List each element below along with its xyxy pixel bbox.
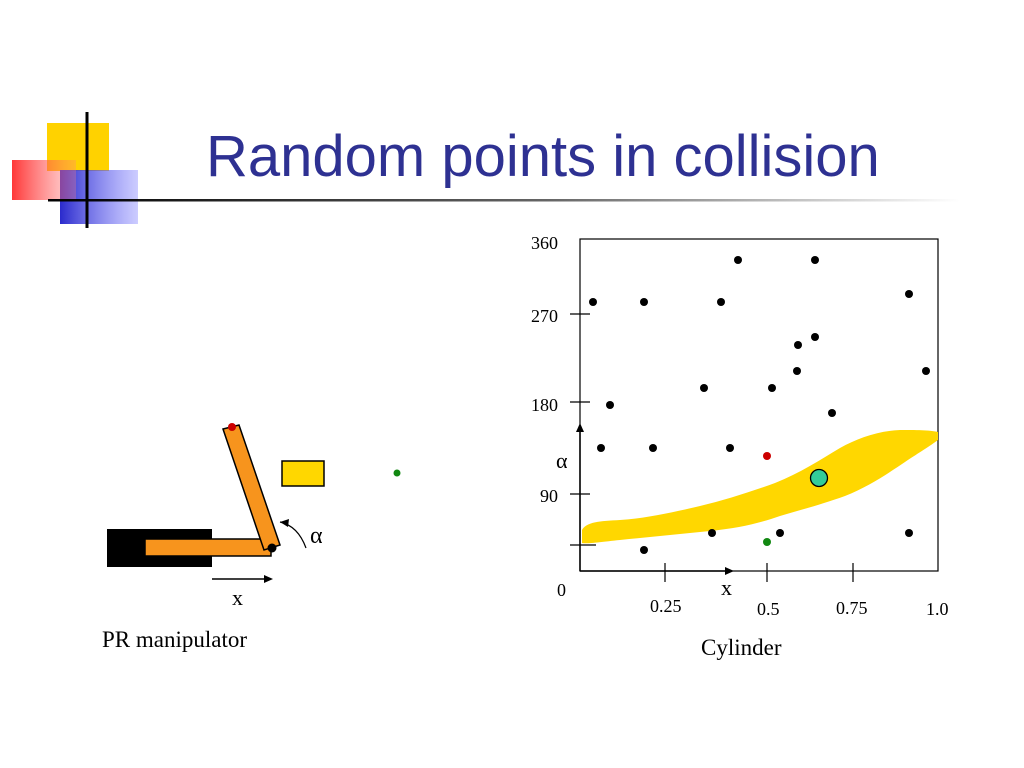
y-tick-label: 180: [531, 395, 558, 415]
sample-point: [905, 529, 913, 537]
end-effector-point: [228, 423, 236, 431]
sample-point: [717, 298, 725, 306]
y-tick-label: 360: [531, 233, 558, 253]
y-tick-marks: [570, 313, 596, 546]
manipulator-caption: PR manipulator: [102, 627, 247, 652]
highlighted-collision-point: [809, 468, 829, 488]
sample-point: [811, 333, 819, 341]
x-tick-label: 0.75: [836, 598, 868, 618]
sample-point: [640, 298, 648, 306]
cspace-obstacle-region: [582, 430, 938, 544]
workspace-obstacle: [281, 460, 325, 487]
sample-point: [768, 384, 776, 392]
x-axis-arrowhead: [725, 567, 734, 575]
free-sample-green: [763, 538, 771, 546]
x-label: x: [232, 585, 243, 610]
prismatic-link: [144, 538, 272, 557]
x-tick-label: 1.0: [926, 599, 949, 619]
sample-point: [734, 256, 742, 264]
sample-point: [606, 401, 614, 409]
angle-arrowhead: [280, 519, 289, 527]
sample-point: [597, 444, 605, 452]
sample-point: [828, 409, 836, 417]
sample-point: [922, 367, 930, 375]
x-tick-label: 0.5: [757, 599, 780, 619]
revolute-link: [222, 424, 281, 551]
x-arrowhead: [264, 575, 273, 583]
collision-sample-red: [763, 452, 771, 460]
decorative-logo: [12, 112, 138, 228]
x-tick-label: 0.25: [650, 596, 682, 616]
y-axis-arrowhead: [576, 423, 584, 432]
y-tick-label: 270: [531, 306, 558, 326]
sample-point: [649, 444, 657, 452]
sample-point: [708, 529, 716, 537]
origin-label: 0: [557, 580, 566, 600]
sample-point: [793, 367, 801, 375]
y-axis-label: α: [556, 448, 568, 473]
x-tick-marks: [664, 563, 854, 582]
joint-pivot: [267, 543, 277, 553]
cspace-plot: 360 270 180 90 α 0 x 0.25 0.5 0.75 1.0 C…: [531, 233, 949, 660]
alpha-label: α: [310, 523, 323, 549]
y-tick-label: 90: [540, 486, 558, 506]
sample-point: [589, 298, 597, 306]
sample-point: [905, 290, 913, 298]
cspace-caption: Cylinder: [701, 635, 782, 660]
pr-manipulator: α x PR manipulator: [102, 423, 401, 652]
sample-point: [794, 341, 802, 349]
free-sample-point: [393, 469, 401, 477]
title-underline: [48, 199, 960, 202]
sample-point: [726, 444, 734, 452]
sample-point: [640, 546, 648, 554]
sample-point: [776, 529, 784, 537]
sample-points: [589, 256, 930, 554]
sample-point: [811, 256, 819, 264]
x-axis-label: x: [721, 575, 732, 600]
plot-frame: [579, 238, 939, 572]
slide-title: Random points in collision: [206, 124, 880, 189]
angle-arc: [279, 521, 307, 549]
sample-point: [700, 384, 708, 392]
